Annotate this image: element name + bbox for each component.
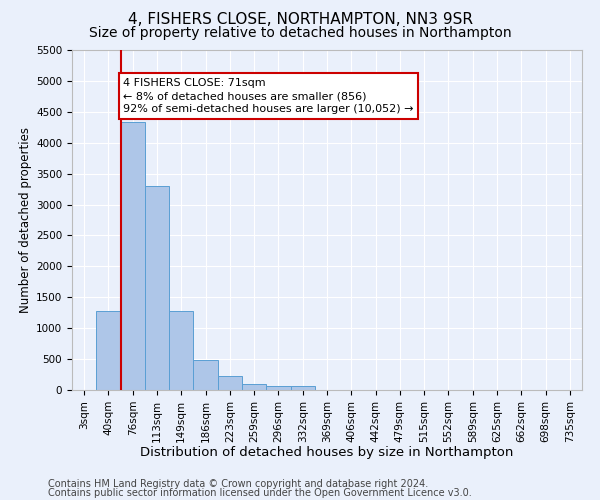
Text: 4 FISHERS CLOSE: 71sqm
← 8% of detached houses are smaller (856)
92% of semi-det: 4 FISHERS CLOSE: 71sqm ← 8% of detached … [123,78,413,114]
Bar [121,122,145,390]
Y-axis label: Number of detached properties: Number of detached properties [19,127,32,313]
Bar [266,386,290,390]
Bar [218,376,242,390]
Text: Size of property relative to detached houses in Northampton: Size of property relative to detached ho… [89,26,511,40]
Bar [242,384,266,390]
Bar [96,312,121,390]
Text: Contains public sector information licensed under the Open Government Licence v3: Contains public sector information licen… [48,488,472,498]
Bar [193,360,218,390]
Bar [169,311,193,390]
Text: Contains HM Land Registry data © Crown copyright and database right 2024.: Contains HM Land Registry data © Crown c… [48,479,428,489]
Bar [290,386,315,390]
Text: 4, FISHERS CLOSE, NORTHAMPTON, NN3 9SR: 4, FISHERS CLOSE, NORTHAMPTON, NN3 9SR [128,12,473,28]
Bar [145,186,169,390]
X-axis label: Distribution of detached houses by size in Northampton: Distribution of detached houses by size … [140,446,514,459]
